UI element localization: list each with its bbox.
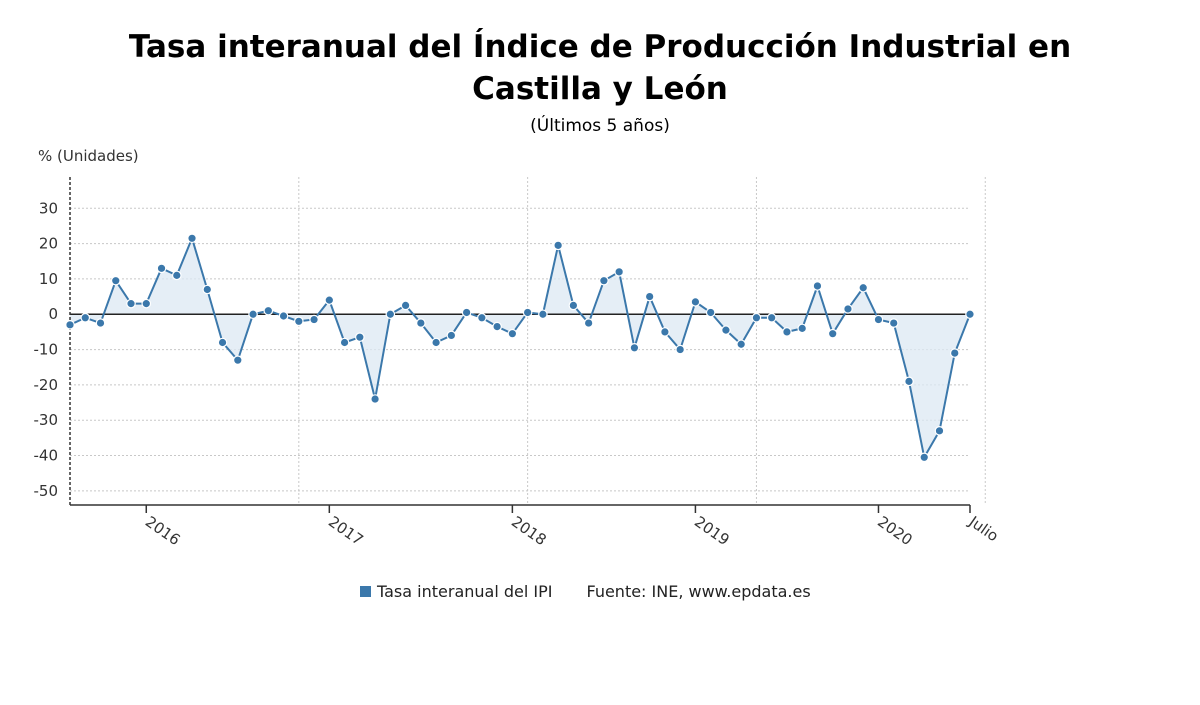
data-point: [141, 298, 152, 309]
series-line-path: [69, 237, 971, 459]
data-point: [385, 309, 396, 320]
data-point: [660, 327, 670, 337]
data-point: [873, 314, 884, 325]
data-point: [400, 300, 411, 311]
tick-labels: 30 20 10 0 -10 -20 -30 -40 -50 2016 2017 2018 2019 20…: [34, 199, 1002, 549]
data-point: [446, 330, 457, 341]
chart-title: Tasa interanual del Índice de Producción…: [128, 29, 1072, 107]
axes: [69, 177, 971, 513]
data-point: [721, 325, 731, 335]
x-tick-label: 2019: [691, 513, 733, 550]
source-note: Fuente: INE, www.epdata.es: [586, 582, 811, 601]
grid-lines: [70, 177, 986, 505]
data-point: [65, 320, 75, 330]
data-point: [187, 233, 197, 244]
y-tick-label: -50: [34, 482, 59, 500]
y-tick-label: 30: [39, 199, 58, 217]
data-point: [782, 327, 792, 337]
x-tick-label: 2018: [508, 513, 550, 550]
data-point: [644, 291, 655, 302]
data-point: [263, 305, 274, 316]
data-point: [416, 318, 426, 328]
data-point: [278, 311, 289, 321]
data-point: [431, 337, 441, 348]
data-point: [95, 318, 106, 328]
data-points: [65, 233, 975, 463]
legend-series-label: Tasa interanual del IPI: [377, 582, 553, 601]
data-point: [217, 337, 228, 348]
data-point: [919, 452, 930, 463]
data-point: [858, 282, 869, 293]
chart-subtitle: (Últimos 5 años): [530, 116, 670, 136]
y-axis-label: % (Unidades): [38, 147, 139, 165]
data-point: [797, 323, 808, 334]
data-point: [355, 332, 365, 343]
data-point: [812, 281, 823, 291]
line-chart: 30 20 10 0 -10 -20 -30 -40 -50 2016 2017 2018 2019 20…: [34, 177, 1002, 549]
data-point: [675, 344, 685, 355]
data-point: [522, 307, 533, 318]
area-fill-path: [70, 238, 970, 458]
data-point: [461, 307, 472, 318]
data-point: [965, 309, 975, 320]
series-line: [69, 237, 971, 459]
x-tick-label: 2020: [874, 513, 916, 550]
data-point: [904, 376, 914, 387]
y-tick-label: 10: [39, 270, 58, 288]
legend-swatch: [360, 586, 371, 597]
data-point: [736, 339, 746, 350]
data-point: [339, 337, 350, 348]
data-point: [614, 267, 624, 277]
data-point: [705, 307, 716, 318]
data-point: [248, 309, 258, 320]
x-tick-label: 2017: [325, 513, 367, 550]
data-point: [202, 284, 213, 295]
data-point: [629, 342, 640, 353]
x-tick-label: Julio: [965, 512, 1002, 545]
data-point: [766, 312, 777, 323]
data-point: [309, 314, 319, 325]
data-point: [80, 312, 91, 323]
data-point: [583, 318, 594, 328]
data-point: [110, 275, 121, 286]
y-tick-label: -30: [34, 411, 59, 429]
data-point: [507, 328, 518, 339]
y-tick-label: 0: [48, 305, 58, 323]
data-point: [888, 318, 899, 328]
data-point: [156, 263, 167, 274]
y-tick-label: 20: [39, 235, 58, 253]
data-point: [934, 426, 945, 436]
data-point: [171, 270, 182, 281]
data-point: [949, 348, 960, 358]
data-point: [477, 312, 487, 323]
data-point: [690, 297, 701, 307]
data-point: [827, 328, 838, 339]
data-point: [553, 240, 563, 251]
data-point: [294, 316, 304, 327]
legend: Tasa interanual del IPI Fuente: INE, www…: [360, 582, 811, 601]
data-point: [492, 321, 502, 332]
y-tick-label: -40: [34, 447, 59, 465]
data-point: [751, 312, 762, 323]
data-point: [232, 355, 243, 365]
x-tick-label: 2016: [142, 513, 184, 550]
data-point: [599, 275, 609, 286]
data-point: [538, 309, 548, 320]
data-point: [843, 304, 853, 314]
area-fill: [70, 238, 970, 458]
data-point: [126, 298, 136, 309]
data-point: [324, 295, 335, 305]
y-tick-label: -10: [34, 341, 59, 359]
y-tick-label: -20: [34, 376, 59, 394]
data-point: [568, 300, 579, 311]
data-point: [370, 394, 380, 404]
